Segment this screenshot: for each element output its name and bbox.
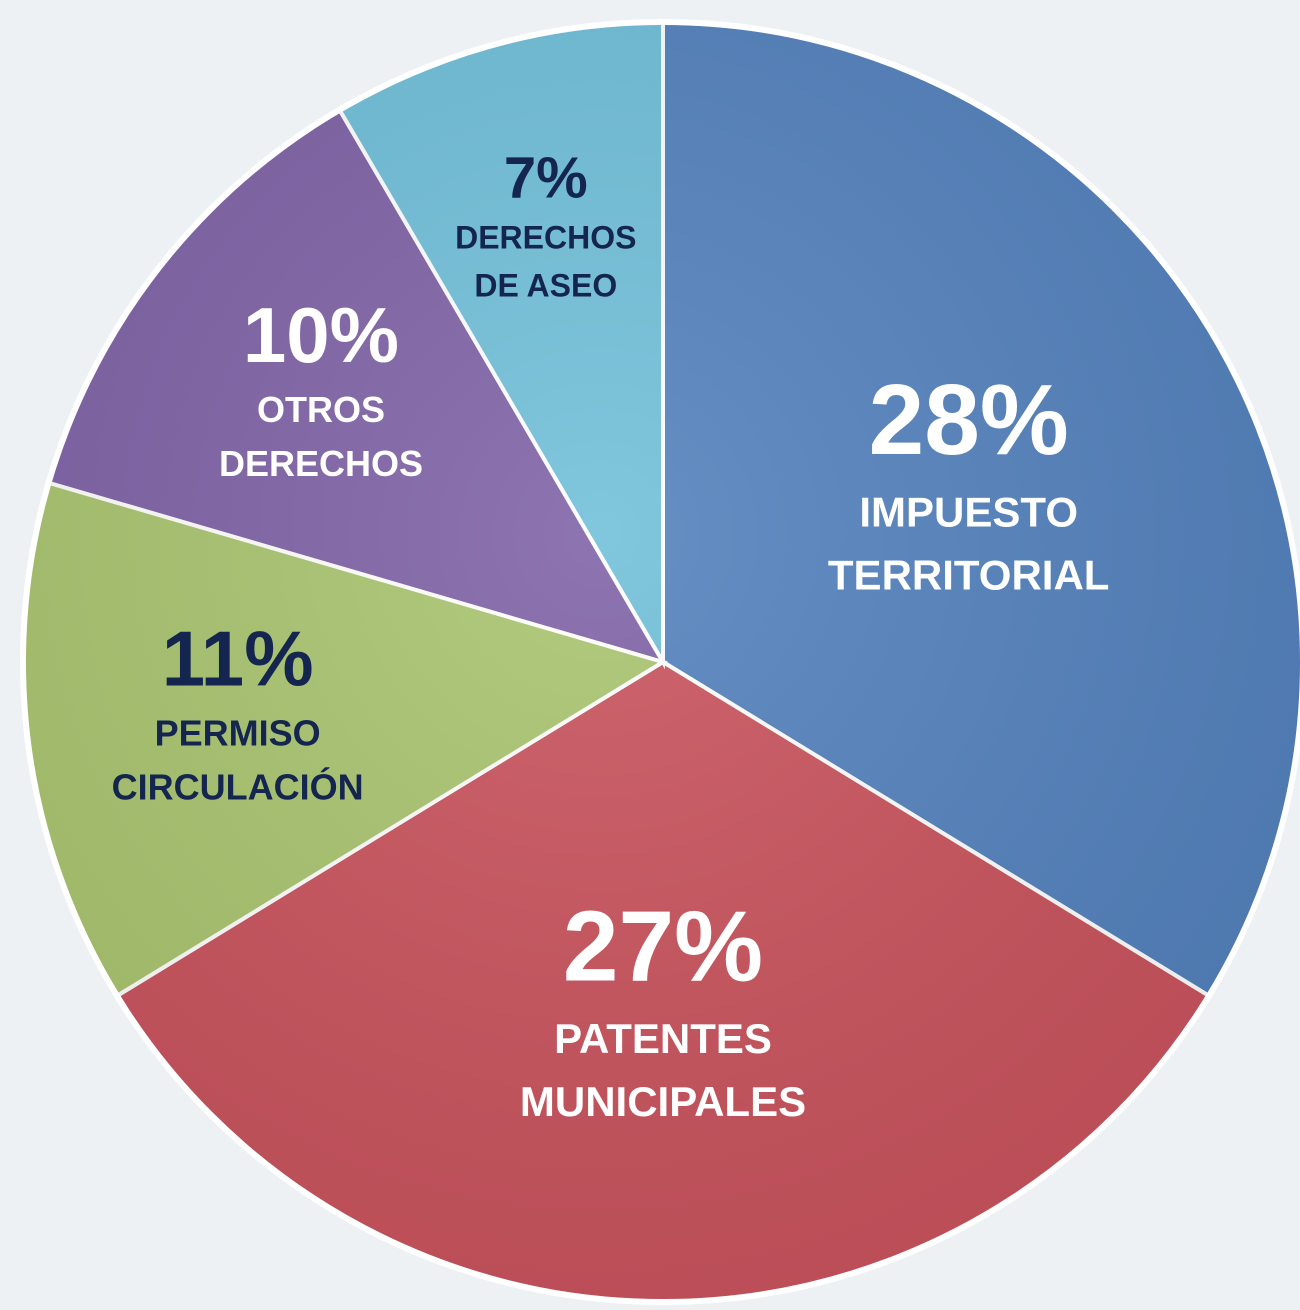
slice-labels: 28% IMPUESTO TERRITORIAL 27% PATENTES MUNICIP…: [112, 145, 1110, 1125]
category-label: DERECHOS: [219, 443, 423, 484]
category-label: MUNICIPALES: [520, 1078, 806, 1125]
category-label: CIRCULACIÓN: [112, 766, 364, 808]
value-label: 7%: [504, 145, 588, 210]
value-label: 11%: [162, 614, 314, 702]
category-label: IMPUESTO: [859, 489, 1078, 536]
category-label: DE ASEO: [474, 267, 617, 303]
category-label: DERECHOS: [455, 219, 636, 255]
category-label: OTROS: [257, 389, 385, 430]
category-label: PERMISO: [155, 713, 321, 754]
category-label: TERRITORIAL: [828, 552, 1110, 599]
value-label: 28%: [869, 364, 1069, 476]
category-label: PATENTES: [554, 1015, 772, 1062]
value-label: 10%: [243, 291, 399, 379]
pie-rim: [20, 19, 1300, 1305]
value-label: 27%: [563, 891, 763, 1003]
